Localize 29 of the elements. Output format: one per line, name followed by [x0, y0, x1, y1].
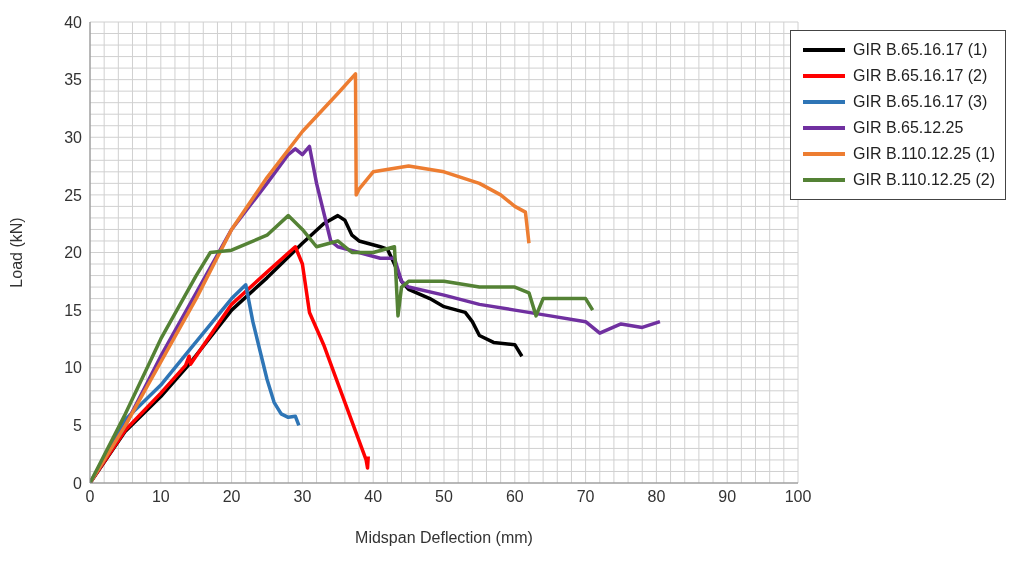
- y-tick-label: 40: [64, 13, 83, 31]
- x-tick-label: 20: [222, 488, 241, 506]
- x-tick-label: 50: [435, 488, 453, 506]
- x-tick-label: 40: [364, 488, 383, 506]
- y-tick-label: 5: [73, 417, 83, 435]
- y-tick-label: 15: [64, 301, 83, 319]
- y-tick-label: 20: [64, 244, 83, 262]
- x-tick-label: 10: [151, 488, 170, 506]
- x-tick-label: 0: [85, 488, 95, 506]
- legend-label: GIR B.65.12.25: [853, 119, 964, 137]
- x-tick-label: 80: [647, 488, 666, 506]
- x-tick-label: 70: [576, 488, 595, 506]
- x-tick-label: 30: [293, 488, 312, 506]
- legend-label: GIR B.65.16.17 (2): [853, 67, 988, 85]
- x-tick-label: 90: [718, 488, 737, 506]
- x-tick-label: 100: [784, 488, 812, 506]
- x-tick-label: 60: [505, 488, 524, 506]
- y-tick-label: 25: [64, 186, 83, 204]
- y-tick-label: 30: [64, 128, 83, 146]
- x-axis-title: Midspan Deflection (mm): [355, 529, 533, 546]
- y-tick-label: 10: [64, 359, 83, 377]
- legend-label: GIR B.65.16.17 (1): [853, 41, 988, 59]
- legend-label: GIR B.65.16.17 (3): [853, 93, 988, 111]
- legend-label: GIR B.110.12.25 (2): [853, 171, 995, 189]
- legend-label: GIR B.110.12.25 (1): [853, 145, 995, 163]
- y-tick-label: 35: [64, 71, 83, 89]
- y-axis-title: Load (kN): [7, 217, 25, 288]
- y-tick-label: 0: [73, 474, 83, 492]
- line-series: [90, 72, 531, 483]
